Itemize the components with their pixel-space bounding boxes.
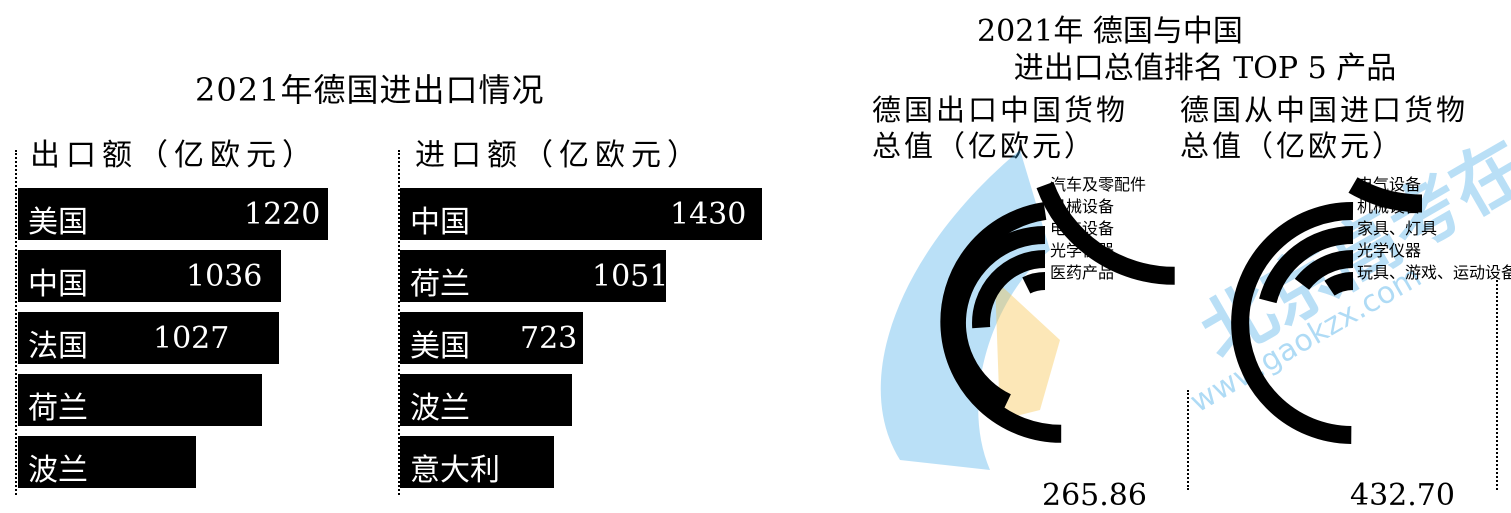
bar-value-label: 1036 bbox=[186, 259, 263, 294]
radial-category-label: 光学仪器 bbox=[1357, 241, 1422, 260]
radial-category-label: 玩具、游戏、运动设备 bbox=[1357, 263, 1511, 282]
export-total-guide bbox=[1187, 390, 1189, 490]
left-chart-title: 2021年德国进出口情况 bbox=[195, 71, 545, 109]
radial-bar-arc bbox=[1294, 250, 1354, 291]
bar-category-label: 中国 bbox=[410, 205, 470, 240]
bar-category-label: 波兰 bbox=[28, 453, 88, 488]
radial-category-label: 机械设备 bbox=[1050, 197, 1115, 216]
radial-bar-arc bbox=[947, 226, 1046, 411]
radial-category-label: 医药产品 bbox=[1050, 263, 1115, 282]
import-goods-title-line1: 德国从中国进口货物 bbox=[1180, 93, 1469, 127]
bar-category-label: 荷兰 bbox=[410, 267, 470, 302]
bar-value-label: 723 bbox=[520, 321, 578, 356]
bar: 中国 1036 bbox=[18, 250, 281, 302]
bar: 波兰 bbox=[18, 436, 196, 488]
import-panel-title: 进口额（亿欧元） bbox=[415, 138, 703, 173]
radial-category-label: 家具、灯具 bbox=[1357, 219, 1438, 238]
bar: 意大利 bbox=[400, 436, 554, 488]
bar: 荷兰 1051 bbox=[400, 250, 669, 302]
bar-value-label: 1220 bbox=[244, 197, 321, 232]
export-goods-title-line2: 总值（亿欧元） bbox=[872, 129, 1097, 163]
radial-category-label: 电气设备 bbox=[1357, 175, 1422, 194]
radial-bar-arc bbox=[972, 250, 1046, 329]
bar-category-label: 波兰 bbox=[410, 391, 470, 426]
radial-bar-arc bbox=[1324, 272, 1354, 296]
import-goods-total: 432.70 bbox=[1350, 478, 1455, 513]
bar-category-label: 中国 bbox=[28, 267, 88, 302]
bar-value-label: 1430 bbox=[670, 197, 747, 232]
import-total-guide bbox=[1496, 280, 1498, 490]
right-chart-title-line1: 2021年 德国与中国 bbox=[977, 14, 1243, 49]
right-chart-title-line2: 进出口总值排名 TOP 5 产品 bbox=[1013, 51, 1397, 86]
radial-bar-arc bbox=[1348, 177, 1423, 213]
radial-bar-arc bbox=[1259, 226, 1354, 304]
radial-category-label: 光学仪器 bbox=[1050, 241, 1115, 260]
bar-category-label: 美国 bbox=[28, 205, 88, 240]
export-panel-title: 出口额（亿欧元） bbox=[30, 138, 318, 173]
bar-value-label: 1051 bbox=[592, 259, 669, 294]
bar: 美国 1220 bbox=[18, 188, 328, 240]
radial-bar-arc bbox=[1231, 201, 1354, 444]
export-axis bbox=[15, 150, 17, 495]
bar-category-label: 荷兰 bbox=[28, 391, 88, 426]
bar: 中国 1430 bbox=[400, 188, 762, 240]
export-goods-title-line1: 德国出口中国货物 bbox=[872, 93, 1129, 127]
radial-bar-arc bbox=[1036, 181, 1175, 285]
bar-category-label: 美国 bbox=[410, 329, 470, 364]
radial-category-label: 汽车及零配件 bbox=[1050, 175, 1147, 194]
radial-category-label: 电气设备 bbox=[1050, 219, 1115, 238]
bar: 波兰 bbox=[400, 374, 572, 426]
import-axis bbox=[398, 150, 400, 495]
bar-category-label: 法国 bbox=[28, 329, 88, 364]
bar-value-label: 1027 bbox=[153, 321, 230, 356]
bar: 法国 1027 bbox=[18, 312, 279, 364]
bar: 美国 723 bbox=[400, 312, 583, 364]
radial-bar-arc bbox=[1022, 272, 1046, 294]
bar: 荷兰 bbox=[18, 374, 262, 426]
export-goods-total: 265.86 bbox=[1042, 478, 1147, 513]
bar-category-label: 意大利 bbox=[410, 453, 500, 488]
radial-category-label: 机械设备 bbox=[1357, 197, 1422, 216]
import-goods-title-line2: 总值（亿欧元） bbox=[1180, 129, 1405, 163]
